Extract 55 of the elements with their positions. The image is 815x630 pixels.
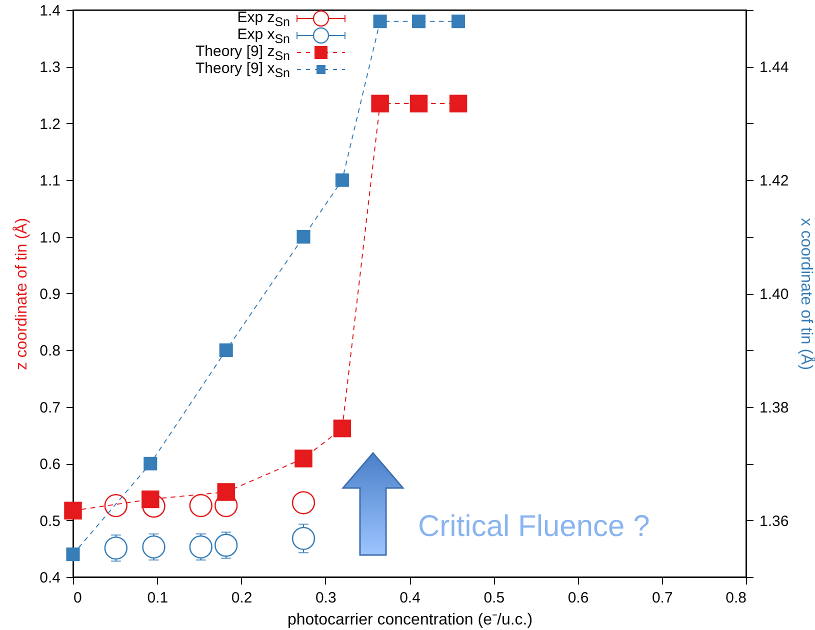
y-tick-label: 1.2 [40, 116, 60, 133]
point [104, 536, 128, 560]
y-tick-label: 1.3 [40, 59, 60, 76]
y-tick-label: 1.4 [40, 2, 60, 20]
y-axis-title: z coordinate of tin (Å) [12, 218, 31, 370]
x-tick-label: 0.4 [400, 590, 420, 606]
point [294, 450, 312, 468]
legend-label: Exp z$_{Sn}$ [236, 8, 291, 28]
y-tick-label: 0.6 [40, 456, 60, 474]
x-axis-title: photocarrier concentration (e⁻/u.c.) [287, 612, 533, 628]
y-tick-label: 1.0 [40, 229, 60, 246]
point [296, 230, 310, 244]
point [292, 526, 316, 550]
y-tick-label: 0.8 [40, 342, 60, 360]
y-tick-label: 0.4 [40, 570, 60, 586]
point [64, 502, 82, 520]
point [142, 535, 166, 559]
point [66, 548, 80, 562]
y-tick-label: 0.7 [40, 399, 60, 416]
legend-label: Theory [9] z$_{Sn}$ [194, 42, 291, 62]
x-tick-label: 0.6 [568, 590, 589, 606]
point [214, 534, 238, 557]
point [373, 14, 387, 28]
x-tick-label: 0 [74, 590, 82, 606]
point [104, 494, 128, 518]
x-tick-label: 0.5 [484, 590, 505, 606]
point [189, 535, 212, 559]
x-tick-label: 0.8 [726, 590, 746, 606]
x-tick-label: 0.3 [315, 590, 336, 606]
point [412, 14, 426, 28]
legend-label: Exp x$_{Sn}$ [237, 26, 291, 46]
point [189, 494, 212, 518]
y-tick-label: 0.9 [40, 286, 60, 303]
point [144, 456, 158, 470]
point [219, 343, 233, 357]
x-tick-label: 0.7 [652, 590, 673, 606]
point [371, 94, 389, 112]
y2-tick-label: 1.44 [760, 59, 789, 76]
point [452, 14, 466, 28]
legend-label: Theory [9] x$_{Sn}$ [194, 60, 291, 80]
point [410, 94, 428, 112]
y2-tick-label: 1.36 [760, 512, 789, 530]
point [335, 173, 349, 187]
point [449, 94, 468, 112]
y2-tick-label: 1.42 [760, 172, 789, 190]
y-tick-label: 1.1 [40, 172, 60, 190]
x-tick-label: 0.1 [147, 590, 168, 606]
point [217, 483, 235, 501]
point [333, 420, 352, 438]
x-tick-label: 0.2 [231, 590, 252, 606]
point [292, 491, 316, 514]
y2-tick-label: 1.40 [760, 286, 789, 303]
annotation: Critical Fluence ? [418, 510, 650, 544]
y-tick-label: 0.5 [40, 512, 60, 530]
y2-tick-label: 1.38 [760, 399, 789, 416]
